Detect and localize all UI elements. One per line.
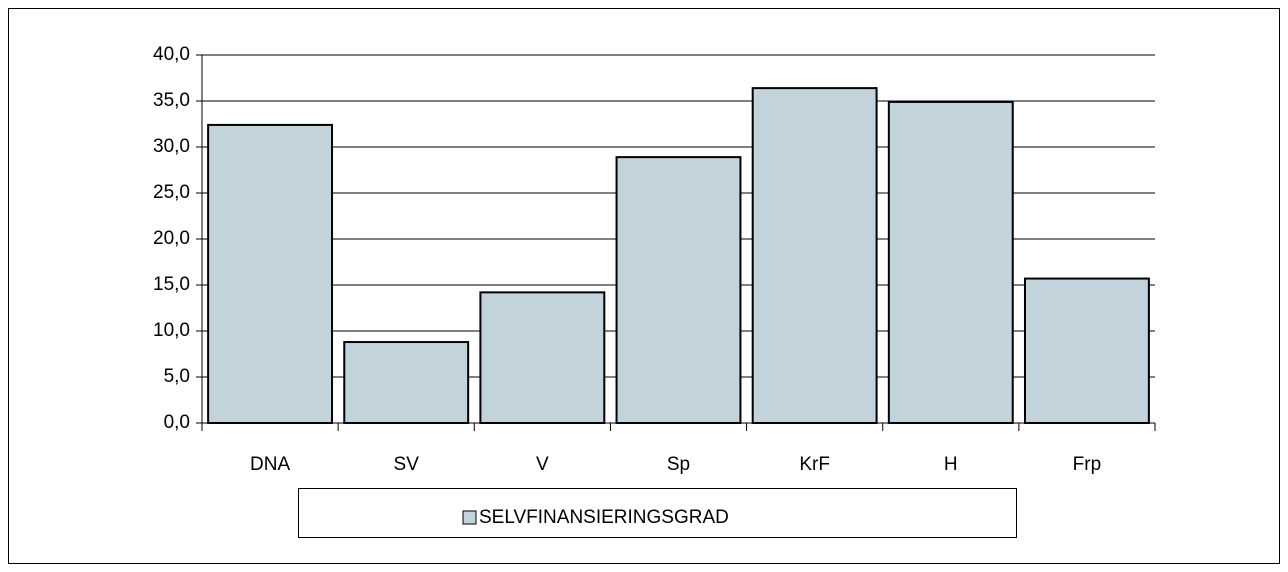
y-tick-label: 40,0 (153, 44, 190, 65)
legend-swatch (462, 510, 477, 525)
x-tick-label: SV (394, 454, 420, 475)
bar (479, 291, 606, 424)
x-tick-label: Frp (1073, 454, 1102, 475)
y-tick-label: 25,0 (153, 182, 190, 203)
x-tick-label: DNA (250, 454, 290, 475)
x-tick-label: H (944, 454, 958, 475)
y-tick-label: 30,0 (153, 136, 190, 157)
y-tick-label: 35,0 (153, 90, 190, 111)
y-tick-label: 20,0 (153, 228, 190, 249)
bar (615, 156, 742, 424)
x-tick-label: V (536, 454, 549, 475)
bar (343, 341, 470, 425)
y-tick-label: 15,0 (153, 274, 190, 295)
bar (887, 100, 1014, 424)
bar (1023, 277, 1150, 424)
x-tick-label: Sp (667, 454, 690, 475)
legend-box (298, 488, 1017, 538)
bar (207, 123, 334, 424)
y-tick-label: 10,0 (153, 320, 190, 341)
y-tick-label: 5,0 (164, 366, 190, 387)
y-tick-label: 0,0 (164, 412, 190, 433)
legend-label: SELVFINANSIERINGSGRAD (479, 507, 729, 528)
bar (751, 87, 878, 425)
x-tick-label: KrF (799, 454, 830, 475)
